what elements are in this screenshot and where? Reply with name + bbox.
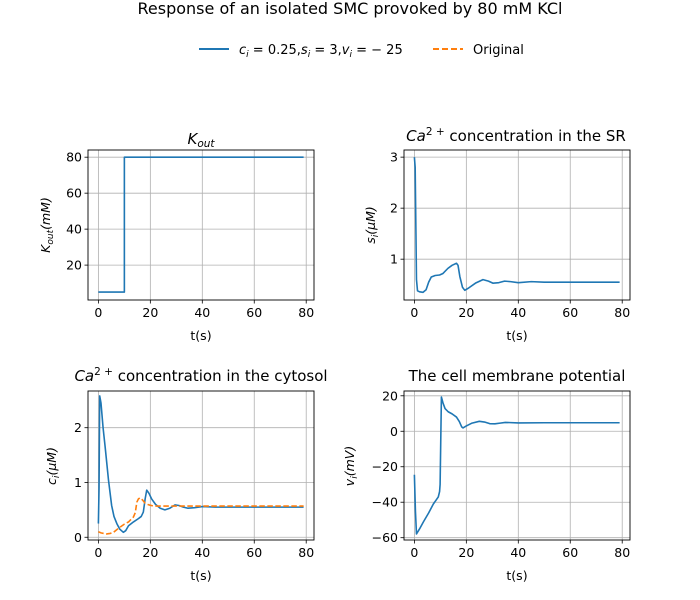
x-tick-label: 20: [458, 545, 474, 560]
axes-background: [404, 150, 630, 300]
x-tick-label: 80: [298, 305, 314, 320]
series-line-modified: [98, 156, 304, 293]
x-tick-label: 60: [562, 545, 578, 560]
axes-frame: [403, 149, 631, 301]
plot-area: 0 20 40 60 80 20 40 60 80: [66, 149, 315, 320]
y-tick-label: −40: [372, 495, 398, 510]
x-tick-label: 40: [194, 305, 210, 320]
legend-label-modified: ci = 0.25,si = 3,vi = − 25: [239, 43, 403, 60]
y-tick-label: 2: [74, 420, 82, 435]
axes-frame: [403, 390, 631, 541]
plot-area: 0 20 40 60 80 1 2 3: [390, 149, 631, 320]
x-tick-label: 80: [614, 305, 630, 320]
y-tick-label: 0: [390, 424, 398, 439]
y-tick-label: 2: [390, 201, 398, 216]
ticks: 0 20 40 60 80 0 1 2: [74, 420, 314, 560]
series-line-original: [98, 497, 304, 535]
x-tick-label: 40: [510, 305, 526, 320]
y-tick-label: 60: [66, 186, 82, 201]
panel-title: Ca2 + concentration in the cytosol: [74, 366, 327, 385]
x-axis-label: t(s): [506, 568, 527, 583]
axes-frame: [87, 149, 315, 301]
axes-background: [88, 150, 314, 300]
y-axis-label: vi(mV): [342, 446, 360, 486]
y-axis-label: ci(μM): [44, 447, 62, 485]
series-line-modified: [413, 396, 620, 535]
x-tick-label: 20: [458, 305, 474, 320]
y-tick-label: 20: [66, 258, 82, 273]
panel-title: The cell membrane potential: [408, 367, 626, 385]
ticks: 0 20 40 60 80 −60 −40 −20 0 20: [372, 388, 631, 560]
x-tick-label: 80: [614, 545, 630, 560]
panel-membrane-potential: 0 20 40 60 80 −60 −40 −20 0 20 The cell membrane …: [342, 367, 631, 583]
axes-frame: [87, 390, 315, 541]
x-tick-label: 0: [94, 305, 102, 320]
series-line-modified: [97, 395, 304, 534]
ticks: 0 20 40 60 80 1 2 3: [390, 150, 630, 320]
x-axis-label: t(s): [190, 328, 211, 343]
x-tick-label: 20: [142, 305, 158, 320]
x-tick-label: 0: [410, 305, 418, 320]
legend-label-original: Original: [473, 43, 524, 58]
y-tick-label: 1: [74, 475, 82, 490]
y-axis-label: si(μM): [363, 206, 381, 244]
y-tick-label: 20: [382, 388, 398, 403]
y-tick-label: −20: [372, 459, 398, 474]
series-group: [97, 395, 304, 535]
grid: [404, 150, 630, 300]
grid: [88, 391, 314, 540]
series-line-modified: [413, 157, 620, 294]
axes-background: [88, 391, 314, 540]
y-tick-label: 80: [66, 150, 82, 165]
x-tick-label: 80: [298, 545, 314, 560]
series-group: [413, 396, 620, 535]
x-tick-label: 60: [246, 305, 262, 320]
panel-kout: 0 20 40 60 80 20 40 60 80 Kout Kout(mM) t(s): [38, 130, 315, 343]
grid: [404, 391, 630, 540]
y-tick-label: 0: [74, 530, 82, 545]
plot-area: 0 20 40 60 80 0 1 2: [74, 390, 315, 560]
y-tick-label: 40: [66, 222, 82, 237]
x-axis-label: t(s): [506, 328, 527, 343]
x-tick-label: 0: [94, 545, 102, 560]
y-tick-label: 1: [390, 252, 398, 267]
series-group: [413, 157, 620, 294]
axes-background: [404, 391, 630, 540]
series-group: [98, 156, 304, 293]
y-tick-label: −60: [372, 530, 398, 545]
x-tick-label: 20: [142, 545, 158, 560]
panel-title: Kout: [187, 130, 215, 150]
x-tick-label: 60: [246, 545, 262, 560]
panel-title: Ca2 + concentration in the SR: [406, 126, 626, 145]
y-axis-label: Kout(mM): [38, 197, 56, 253]
x-axis-label: t(s): [190, 568, 211, 583]
panel-sr-calcium: 0 20 40 60 80 1 2 3 Ca2 + concentration in the …: [363, 126, 631, 343]
y-tick-label: 3: [390, 150, 398, 165]
plot-area: 0 20 40 60 80 −60 −40 −20 0 20: [372, 388, 631, 560]
x-tick-label: 40: [194, 545, 210, 560]
panel-cytosol-calcium: 0 20 40 60 80 0 1 2 Ca2 + concentration in the …: [44, 366, 328, 583]
figure-suptitle: Response of an isolated SMC provoked by …: [138, 0, 563, 18]
x-tick-label: 40: [510, 545, 526, 560]
ticks: 0 20 40 60 80 20 40 60 80: [66, 150, 314, 320]
x-tick-label: 0: [410, 545, 418, 560]
legend: ci = 0.25,si = 3,vi = − 25 Original: [199, 43, 524, 60]
x-tick-label: 60: [562, 305, 578, 320]
